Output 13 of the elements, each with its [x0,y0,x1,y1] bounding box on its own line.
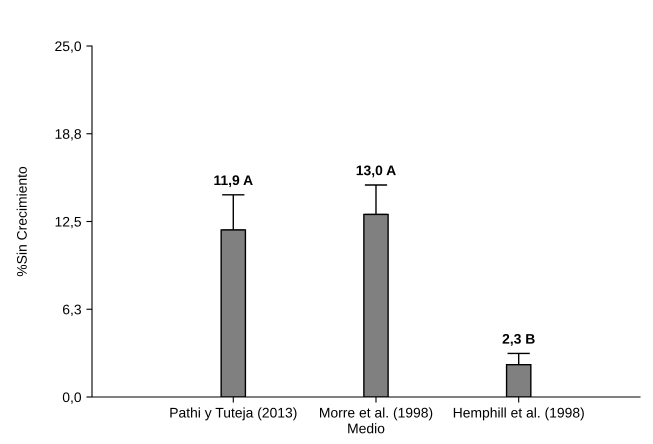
data-label: 11,9 A [214,175,253,188]
y-axis-title: %Sin Crecimiento [16,166,27,276]
x-tick-label: Pathi y Tuteja (2013) [170,407,297,420]
data-label: 13,0 A [356,165,396,178]
x-tick-label: Morre et al. (1998) [320,407,432,420]
x-tick-label: Hemphill et al. (1998) [454,407,584,420]
y-tick-label: 18,8 [56,129,81,141]
y-tick-label: 6,3 [62,304,81,316]
x-axis-title: Medio [348,423,384,434]
data-label: 2,3 B [502,334,535,346]
y-tick-label: 25,0 [55,41,82,53]
y-tick-label: 0,0 [62,392,82,404]
y-tick-label: 12,5 [56,216,82,228]
